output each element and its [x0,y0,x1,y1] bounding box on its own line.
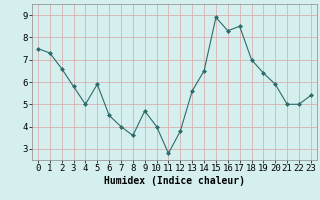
X-axis label: Humidex (Indice chaleur): Humidex (Indice chaleur) [104,176,245,186]
